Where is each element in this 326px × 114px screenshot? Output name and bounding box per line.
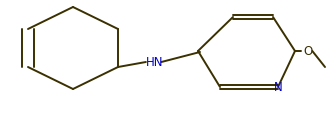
Text: O: O: [304, 45, 313, 58]
Text: N: N: [274, 81, 282, 94]
Text: HN: HN: [146, 56, 164, 69]
